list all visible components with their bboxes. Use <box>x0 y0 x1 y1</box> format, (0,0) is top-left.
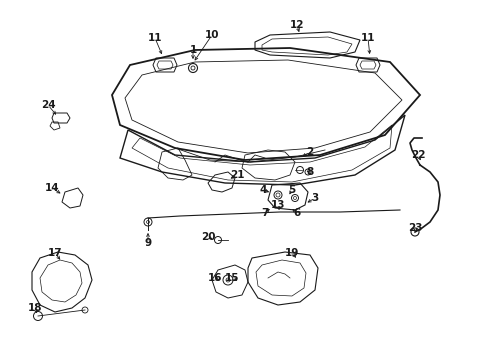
Text: 5: 5 <box>288 185 295 195</box>
Text: 15: 15 <box>224 273 239 283</box>
Text: 11: 11 <box>147 33 162 43</box>
Text: 24: 24 <box>41 100 55 110</box>
Text: 18: 18 <box>28 303 42 313</box>
Text: 4: 4 <box>259 185 266 195</box>
Text: 22: 22 <box>410 150 425 160</box>
Text: 9: 9 <box>144 238 151 248</box>
Text: 23: 23 <box>407 223 421 233</box>
Text: 17: 17 <box>48 248 62 258</box>
Text: 21: 21 <box>229 170 244 180</box>
Text: 16: 16 <box>207 273 222 283</box>
Text: 6: 6 <box>293 208 300 218</box>
Text: 20: 20 <box>201 232 215 242</box>
Text: 3: 3 <box>311 193 318 203</box>
Text: 2: 2 <box>306 147 313 157</box>
Text: 1: 1 <box>189 45 196 55</box>
Text: 13: 13 <box>270 200 285 210</box>
Text: 19: 19 <box>284 248 299 258</box>
Text: 12: 12 <box>289 20 304 30</box>
Text: 10: 10 <box>204 30 219 40</box>
Text: 7: 7 <box>261 208 268 218</box>
Text: 11: 11 <box>360 33 374 43</box>
Text: 8: 8 <box>306 167 313 177</box>
Text: 14: 14 <box>44 183 59 193</box>
